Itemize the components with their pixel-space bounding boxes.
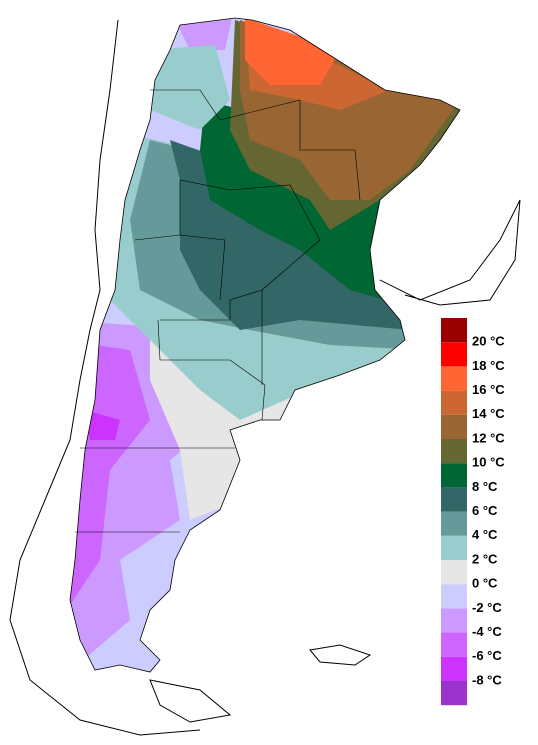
legend-swatch bbox=[441, 535, 467, 560]
province-borders bbox=[75, 89, 361, 533]
legend-swatch bbox=[441, 656, 467, 681]
legend-swatch bbox=[441, 560, 467, 585]
legend-swatch bbox=[441, 390, 467, 415]
legend-label: 18 °C bbox=[472, 358, 505, 373]
legend-swatch bbox=[441, 342, 467, 367]
legend-label: -2 °C bbox=[472, 600, 502, 615]
country-outline bbox=[69, 17, 461, 673]
legend-label: 10 °C bbox=[472, 455, 505, 470]
legend-swatch bbox=[441, 632, 467, 657]
legend-swatch bbox=[441, 318, 467, 343]
legend-label: 2 °C bbox=[472, 551, 498, 566]
legend-swatch bbox=[441, 414, 467, 439]
legend-label: 20 °C bbox=[472, 334, 505, 349]
legend-swatch bbox=[441, 487, 467, 512]
legend-label: 4 °C bbox=[472, 527, 498, 542]
legend-swatch bbox=[441, 511, 467, 536]
legend-swatch bbox=[441, 439, 467, 464]
legend-swatch bbox=[441, 366, 467, 391]
legend-swatch bbox=[441, 681, 467, 706]
legend-label: 14 °C bbox=[472, 406, 505, 421]
legend-label: 0 °C bbox=[472, 576, 498, 591]
legend-swatch bbox=[441, 608, 467, 633]
legend-label: -8 °C bbox=[472, 672, 502, 687]
legend-label: -6 °C bbox=[472, 648, 502, 663]
legend-label: 16 °C bbox=[472, 382, 505, 397]
legend-label: 12 °C bbox=[472, 430, 505, 445]
legend-swatch bbox=[441, 584, 467, 609]
chile-outline bbox=[9, 19, 521, 736]
legend: 20 °C 18 °C 16 °C 14 °C 12 °C 10 °C 8 °C 6 °C 4 … bbox=[441, 318, 505, 706]
legend-swatch bbox=[441, 463, 467, 488]
legend-label: -4 °C bbox=[472, 624, 502, 639]
legend-label: 6 °C bbox=[472, 503, 498, 518]
legend-label: 8 °C bbox=[472, 479, 498, 494]
